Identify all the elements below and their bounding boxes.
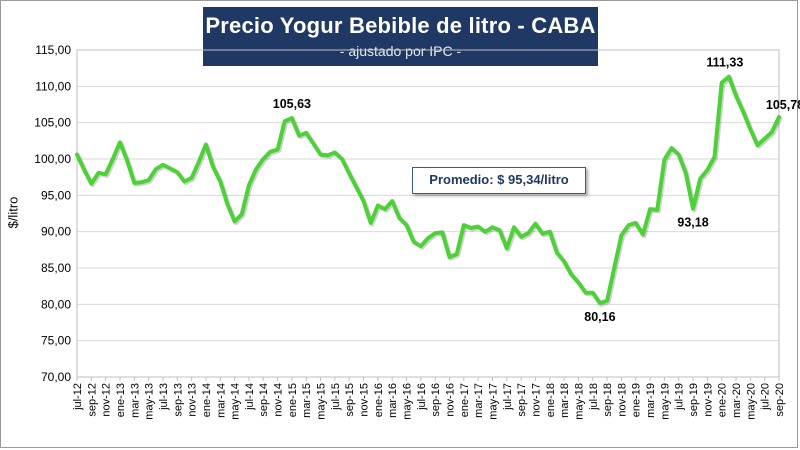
y-tick-label: 110,00	[35, 79, 71, 93]
x-tick-label: nov-14	[273, 383, 285, 417]
x-axis-ticks: jul-12 sep-12 nov-12 ene-13 mar-13 may-13 jul-…	[72, 377, 786, 420]
x-tick-label: sep-20	[774, 383, 786, 417]
y-tick-label: 85,00	[41, 261, 71, 275]
x-tick-label: ene-14	[201, 383, 213, 417]
y-tick-label: 105,00	[34, 116, 71, 130]
data-label: 93,18	[677, 216, 708, 230]
x-tick-label: jul-15	[330, 383, 342, 411]
y-tick-label: 95,00	[41, 188, 71, 202]
x-tick-label: sep-14	[258, 383, 270, 417]
x-tick-label: jul-12	[72, 383, 84, 411]
y-tick-label: 80,00	[41, 297, 71, 311]
annotations: 105,63 80,16 93,18 111,33 105,78	[273, 56, 800, 325]
x-tick-label: mar-17	[473, 383, 485, 418]
x-tick-label: sep-19	[688, 383, 700, 417]
x-tick-label: nov-16	[444, 383, 456, 417]
y-tick-label: 115,00	[35, 43, 71, 57]
x-tick-label: nov-15	[359, 383, 371, 417]
gridlines	[76, 49, 780, 378]
x-tick-label: jul-19	[674, 383, 686, 411]
x-tick-label: sep-12	[86, 383, 98, 417]
x-tick-label: may-14	[230, 383, 242, 420]
x-tick-label: nov-19	[702, 383, 714, 417]
x-tick-label: may-13	[144, 383, 156, 420]
x-tick-label: jul-17	[502, 383, 514, 411]
x-tick-label: sep-15	[344, 383, 356, 417]
x-tick-label: sep-16	[430, 383, 442, 417]
data-label: 105,78	[766, 98, 800, 112]
x-tick-label: nov-18	[616, 383, 628, 417]
x-tick-label: ene-20	[717, 383, 729, 417]
y-tick-label: 100,00	[34, 152, 71, 166]
x-tick-label: sep-17	[516, 383, 528, 417]
x-tick-label: nov-17	[530, 383, 542, 417]
average-callout: Promedio: $ 95,34/litro	[412, 167, 586, 194]
x-tick-label: may-16	[402, 383, 414, 420]
x-tick-label: nov-12	[101, 383, 113, 417]
plot-area	[76, 49, 780, 378]
data-label: 111,33	[706, 56, 743, 70]
x-tick-label: jul-13	[158, 383, 170, 411]
x-tick-label: mar-18	[559, 383, 571, 418]
x-tick-label: ene-18	[545, 383, 557, 417]
x-tick-label: jul-20	[760, 383, 772, 411]
x-tick-label: mar-13	[129, 383, 141, 418]
x-tick-label: may-20	[745, 383, 757, 420]
x-tick-label: nov-13	[187, 383, 199, 417]
series-group	[75, 74, 783, 307]
data-label: 80,16	[584, 310, 615, 324]
x-tick-label: ene-16	[373, 383, 385, 417]
x-tick-label: jul-14	[244, 383, 256, 411]
x-tick-label: may-15	[316, 383, 328, 420]
x-tick-label: may-19	[659, 383, 671, 420]
x-tick-label: mar-19	[645, 383, 657, 418]
y-tick-label: 75,00	[41, 334, 71, 348]
x-tick-label: mar-20	[731, 383, 743, 418]
x-tick-label: ene-19	[631, 383, 643, 417]
chart-subtitle: - ajustado por IPC -	[339, 43, 462, 59]
x-tick-label: may-17	[487, 383, 499, 420]
x-tick-label: may-18	[573, 383, 585, 420]
x-tick-label: jul-18	[588, 383, 600, 411]
y-tick-label: 90,00	[41, 225, 71, 239]
data-label: 105,63	[273, 97, 311, 111]
x-tick-label: ene-17	[459, 383, 471, 417]
x-tick-label: sep-13	[172, 383, 184, 417]
x-tick-label: mar-15	[301, 383, 313, 418]
y-axis-ticks: 70,00 75,00 80,00 85,00 90,00 95,00 100,00 105,…	[34, 43, 71, 384]
x-tick-label: mar-14	[215, 383, 227, 418]
y-tick-label: 70,00	[41, 370, 71, 384]
chart-title: Precio Yogur Bebible de litro - CABA	[205, 13, 596, 38]
x-tick-label: ene-13	[115, 383, 127, 417]
chart-title-box: Precio Yogur Bebible de litro - CABA - a…	[203, 7, 598, 66]
x-tick-label: jul-16	[416, 383, 428, 411]
series-line	[75, 74, 781, 306]
x-tick-label: ene-15	[287, 383, 299, 417]
x-tick-label: mar-16	[387, 383, 399, 418]
x-tick-label: sep-18	[602, 383, 614, 417]
